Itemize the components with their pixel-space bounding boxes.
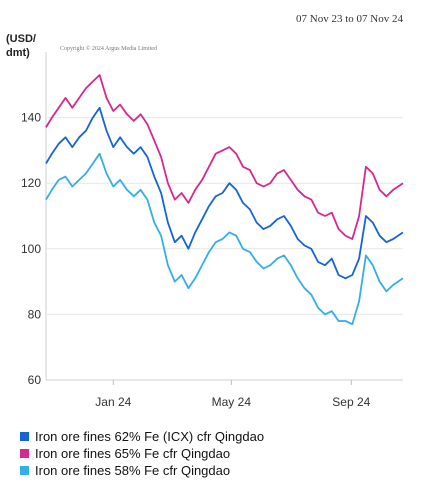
series-lines [45, 74, 404, 326]
date-range-label: 07 Nov 23 to 07 Nov 24 [296, 13, 403, 25]
copyright-notice: Copyright © 2024 Argus Media Limited [60, 46, 157, 52]
y-tick-label: 60 [28, 373, 42, 387]
x-tick-label: May 24 [212, 395, 252, 409]
legend-swatch [20, 449, 29, 458]
grid-lines [45, 52, 403, 381]
y-tick-label: 140 [21, 111, 41, 125]
y-tick-label: 80 [28, 307, 42, 321]
x-tick-label: Sep 24 [332, 395, 370, 409]
legend-swatch [20, 432, 29, 441]
y-axis-unit-label: (USD/ dmt) [6, 33, 36, 59]
series-line-2 [45, 74, 404, 240]
axis-ticks: 60 80 100 120 140 Jan 24 May 24 Sep 24 [21, 111, 371, 409]
legend: Iron ore fines 62% Fe (ICX) cfr Qingdao I… [20, 428, 264, 479]
legend-item-2: Iron ore fines 65% Fe cfr Qingdao [20, 445, 264, 462]
legend-item-3: Iron ore fines 58% Fe cfr Qingdao [20, 462, 264, 479]
legend-label: Iron ore fines 62% Fe (ICX) cfr Qingdao [35, 429, 265, 444]
legend-swatch [20, 466, 29, 475]
series-line-3 [45, 152, 404, 326]
y-tick-label: 120 [21, 176, 41, 190]
legend-label: Iron ore fines 58% Fe cfr Qingdao [35, 463, 231, 478]
x-tick-label: Jan 24 [95, 395, 131, 409]
series-line-1 [45, 106, 404, 280]
price-line-chart: 60 80 100 120 140 Jan 24 May 24 Sep 24 [21, 52, 404, 409]
y-tick-label: 100 [21, 242, 41, 256]
legend-label: Iron ore fines 65% Fe cfr Qingdao [35, 446, 231, 461]
legend-item-1: Iron ore fines 62% Fe (ICX) cfr Qingdao [20, 428, 264, 445]
